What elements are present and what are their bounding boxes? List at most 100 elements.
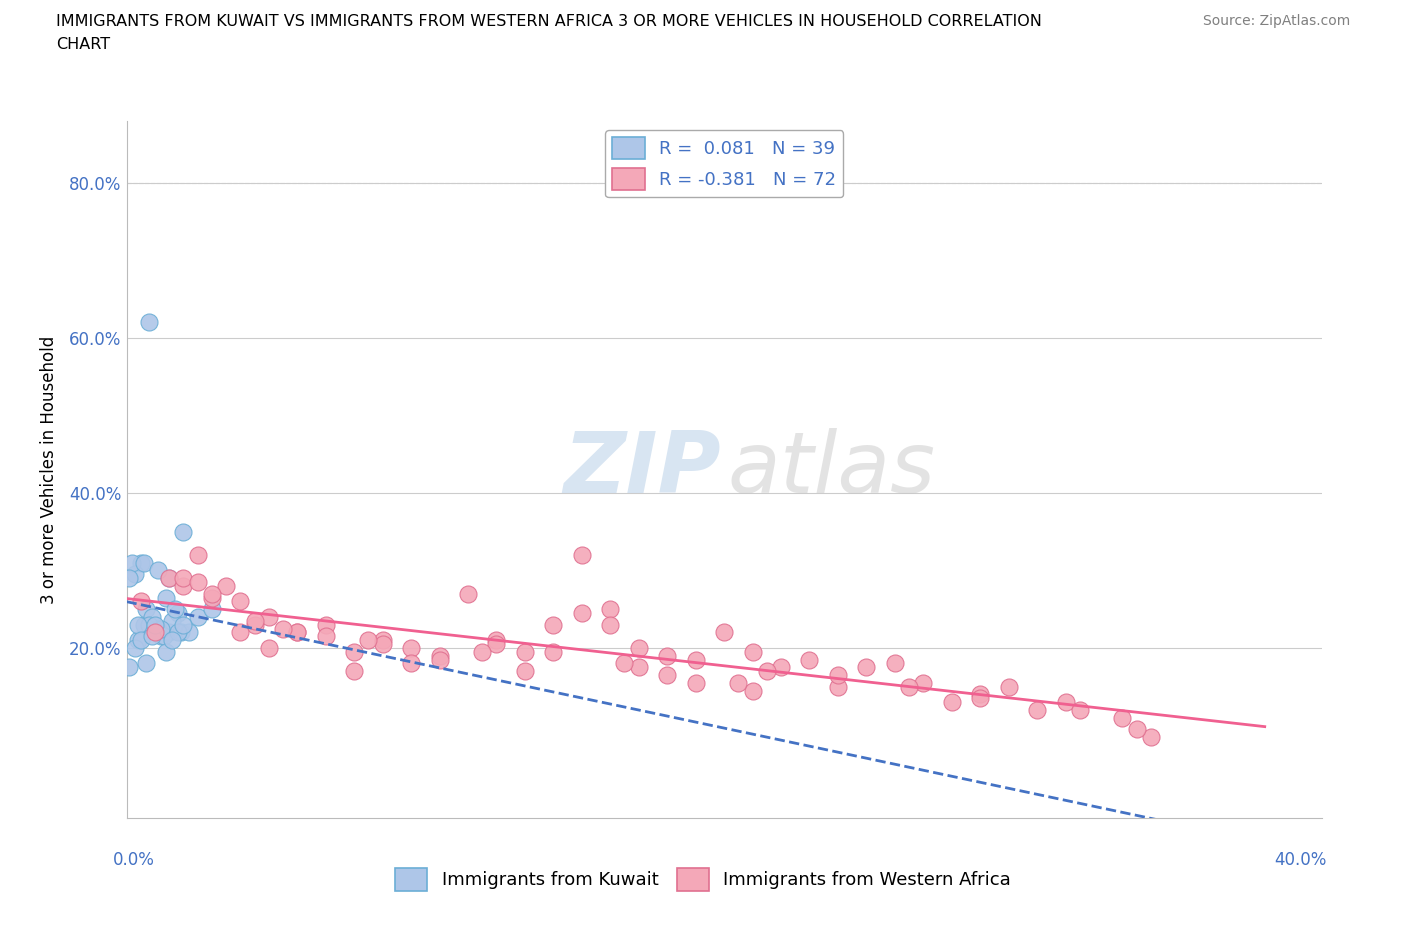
Point: [129, 632, 152, 647]
Point: [285, 625, 308, 640]
Y-axis label: 3 or more Vehicles in Household: 3 or more Vehicles in Household: [39, 336, 58, 604]
Point: [271, 621, 294, 636]
Point: [471, 644, 494, 659]
Point: [429, 652, 451, 667]
Point: [627, 641, 650, 656]
Point: [1054, 695, 1077, 710]
Point: [149, 621, 172, 636]
Point: [187, 548, 209, 563]
Point: [124, 641, 146, 656]
Point: [179, 625, 201, 640]
Text: 40.0%: 40.0%: [1274, 851, 1327, 870]
Legend: Immigrants from Kuwait, Immigrants from Western Africa: Immigrants from Kuwait, Immigrants from …: [388, 861, 1018, 897]
Point: [135, 656, 157, 671]
Point: [146, 563, 169, 578]
Point: [1026, 702, 1049, 717]
Point: [118, 660, 141, 675]
Point: [769, 660, 792, 675]
Point: [143, 625, 166, 640]
Point: [1125, 722, 1147, 737]
Point: [143, 621, 166, 636]
Point: [912, 675, 935, 690]
Point: [172, 578, 194, 593]
Text: Source: ZipAtlas.com: Source: ZipAtlas.com: [1202, 14, 1350, 28]
Point: [129, 555, 152, 570]
Point: [599, 618, 621, 632]
Point: [485, 632, 508, 647]
Point: [257, 609, 280, 624]
Point: [799, 652, 821, 667]
Point: [257, 641, 280, 656]
Point: [127, 618, 149, 632]
Point: [827, 679, 849, 694]
Text: CHART: CHART: [56, 37, 110, 52]
Text: atlas: atlas: [728, 428, 935, 512]
Point: [371, 637, 394, 652]
Point: [201, 586, 224, 601]
Point: [229, 625, 252, 640]
Legend: R =  0.081   N = 39, R = -0.381   N = 72: R = 0.081 N = 39, R = -0.381 N = 72: [605, 130, 844, 197]
Point: [285, 625, 308, 640]
Point: [1140, 729, 1163, 744]
Point: [371, 632, 394, 647]
Point: [138, 315, 160, 330]
Point: [1069, 702, 1091, 717]
Point: [727, 675, 749, 690]
Point: [685, 675, 707, 690]
Point: [457, 586, 479, 601]
Point: [229, 594, 252, 609]
Point: [215, 578, 238, 593]
Point: [201, 602, 224, 617]
Point: [169, 625, 191, 640]
Point: [315, 618, 337, 632]
Point: [138, 618, 160, 632]
Point: [755, 664, 778, 679]
Point: [243, 618, 266, 632]
Point: [132, 555, 155, 570]
Point: [485, 637, 508, 652]
Point: [741, 644, 763, 659]
Point: [713, 625, 735, 640]
Point: [141, 609, 163, 624]
Point: [172, 571, 194, 586]
Point: [657, 648, 679, 663]
Point: [129, 594, 152, 609]
Point: [146, 621, 169, 636]
Point: [166, 625, 188, 640]
Point: [685, 652, 707, 667]
Point: [135, 602, 157, 617]
Point: [357, 632, 380, 647]
Point: [571, 605, 593, 620]
Point: [143, 618, 166, 632]
Point: [613, 656, 636, 671]
Point: [883, 656, 905, 671]
Point: [969, 691, 991, 706]
Point: [941, 695, 963, 710]
Point: [187, 575, 209, 590]
Point: [343, 664, 366, 679]
Point: [399, 656, 422, 671]
Point: [898, 679, 921, 694]
Point: [627, 660, 650, 675]
Point: [155, 644, 177, 659]
Point: [124, 567, 146, 582]
Point: [121, 555, 143, 570]
Point: [149, 629, 172, 644]
Point: [343, 644, 366, 659]
Text: IMMIGRANTS FROM KUWAIT VS IMMIGRANTS FROM WESTERN AFRICA 3 OR MORE VEHICLES IN H: IMMIGRANTS FROM KUWAIT VS IMMIGRANTS FRO…: [56, 14, 1042, 29]
Point: [152, 629, 174, 644]
Point: [243, 614, 266, 629]
Point: [201, 591, 224, 605]
Point: [657, 668, 679, 683]
Point: [172, 618, 194, 632]
Point: [315, 629, 337, 644]
Point: [172, 525, 194, 539]
Point: [399, 641, 422, 656]
Point: [571, 548, 593, 563]
Point: [141, 629, 163, 644]
Point: [157, 571, 180, 586]
Point: [997, 679, 1019, 694]
Point: [118, 571, 141, 586]
Point: [163, 602, 186, 617]
Point: [127, 632, 149, 647]
